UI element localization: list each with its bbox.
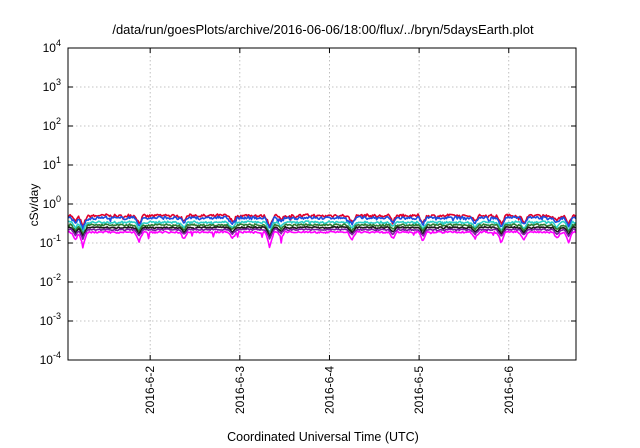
series-line	[67, 213, 577, 229]
x-tick-label: 2016-6-5	[412, 366, 426, 414]
y-tick-base: 10	[43, 119, 57, 133]
x-tick-label: 2016-6-6	[502, 366, 516, 414]
y-tick-exponent: 0	[56, 194, 61, 204]
y-tick-label: 103	[43, 77, 61, 94]
y-tick-exponent: -3	[53, 311, 61, 321]
y-tick-exponent: 3	[56, 77, 61, 87]
y-tick-exponent: 1	[56, 155, 61, 165]
y-tick-label: 102	[43, 116, 61, 133]
series-line	[67, 225, 576, 238]
y-tick-label: 10-2	[40, 272, 61, 289]
y-tick-base: 10	[40, 275, 54, 289]
series-line	[67, 223, 577, 236]
y-tick-label: 104	[43, 38, 61, 55]
y-tick-exponent: 2	[56, 116, 61, 126]
grid-lines	[68, 48, 576, 360]
y-tick-label: 100	[43, 194, 61, 211]
y-tick-exponent: -1	[53, 233, 61, 243]
series-line	[67, 230, 577, 249]
y-tick-base: 10	[40, 353, 54, 367]
y-tick-base: 10	[40, 236, 54, 250]
y-tick-label: 101	[43, 155, 61, 172]
series-layer	[67, 213, 577, 249]
y-tick-exponent: 4	[56, 38, 61, 48]
x-tick-label: 2016-6-3	[233, 366, 247, 414]
y-tick-label: 10-3	[40, 311, 61, 328]
series-line	[67, 220, 577, 235]
series-line	[67, 228, 577, 241]
x-tick-label: 2016-6-4	[322, 366, 336, 414]
y-tick-label: 10-1	[40, 233, 61, 250]
y-tick-base: 10	[43, 41, 57, 55]
y-tick-base: 10	[43, 197, 57, 211]
y-tick-exponent: -2	[53, 272, 61, 282]
series-line	[68, 215, 577, 231]
y-tick-base: 10	[40, 314, 54, 328]
y-tick-label: 10-4	[40, 350, 61, 367]
x-tick-label: 2016-6-2	[143, 366, 157, 414]
y-tick-exponent: -4	[53, 350, 61, 360]
x-axis-label: Coordinated Universal Time (UTC)	[227, 430, 419, 444]
y-tick-base: 10	[43, 158, 57, 172]
chart-title: /data/run/goesPlots/archive/2016-06-06/1…	[112, 22, 534, 37]
y-axis-label: cSv/day	[27, 184, 41, 227]
y-tick-base: 10	[43, 80, 57, 94]
